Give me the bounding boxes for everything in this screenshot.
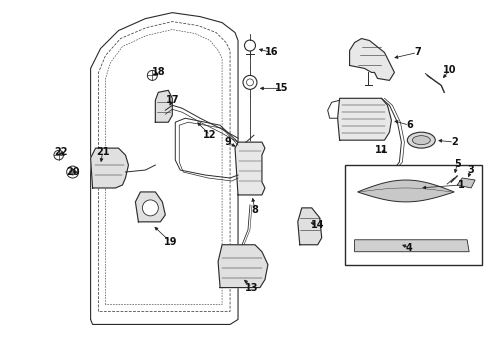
Circle shape xyxy=(246,79,253,86)
Text: 10: 10 xyxy=(442,66,456,76)
Text: 18: 18 xyxy=(151,67,165,77)
Polygon shape xyxy=(338,98,392,140)
Text: 17: 17 xyxy=(166,95,179,105)
Text: 13: 13 xyxy=(245,283,259,293)
Text: 16: 16 xyxy=(265,48,279,58)
Text: 4: 4 xyxy=(406,243,413,253)
Circle shape xyxy=(245,40,255,51)
Text: 2: 2 xyxy=(451,137,458,147)
Text: 6: 6 xyxy=(406,120,413,130)
Circle shape xyxy=(143,200,158,216)
Text: 21: 21 xyxy=(96,147,109,157)
Polygon shape xyxy=(155,90,172,122)
Circle shape xyxy=(243,75,257,89)
Circle shape xyxy=(54,150,64,160)
Text: 22: 22 xyxy=(54,147,68,157)
Text: 12: 12 xyxy=(203,130,217,140)
Ellipse shape xyxy=(407,132,435,148)
Text: 20: 20 xyxy=(66,167,79,177)
Text: 19: 19 xyxy=(164,237,177,247)
Circle shape xyxy=(147,71,157,80)
Text: 5: 5 xyxy=(454,159,461,169)
Bar xyxy=(344,165,482,265)
Circle shape xyxy=(67,166,78,178)
Ellipse shape xyxy=(413,136,430,145)
Text: 15: 15 xyxy=(275,84,289,93)
Polygon shape xyxy=(135,192,165,222)
Polygon shape xyxy=(298,208,322,245)
Text: 8: 8 xyxy=(251,205,258,215)
Polygon shape xyxy=(91,148,128,188)
Text: 7: 7 xyxy=(414,48,421,58)
Text: 11: 11 xyxy=(375,145,388,155)
Circle shape xyxy=(70,169,75,175)
Text: 3: 3 xyxy=(468,165,474,175)
Polygon shape xyxy=(457,178,475,188)
Polygon shape xyxy=(358,180,454,202)
Polygon shape xyxy=(218,245,268,288)
Polygon shape xyxy=(355,240,469,252)
Polygon shape xyxy=(235,142,265,195)
Text: 9: 9 xyxy=(225,137,231,147)
Text: 1: 1 xyxy=(458,180,465,190)
Text: 14: 14 xyxy=(311,220,324,230)
Polygon shape xyxy=(349,39,394,80)
